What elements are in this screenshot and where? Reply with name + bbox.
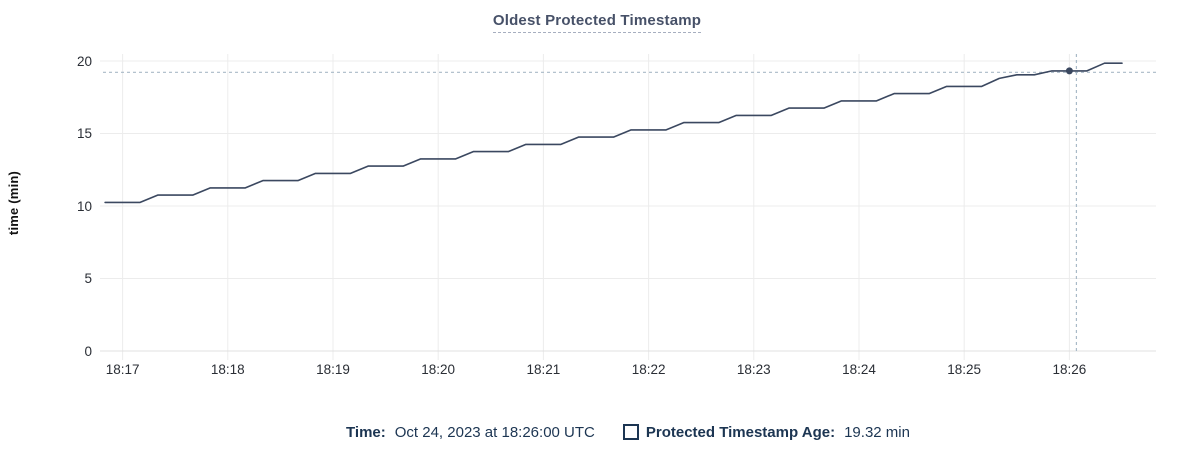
x-tick-label: 18:26	[1052, 362, 1087, 377]
x-tick-label: 18:19	[316, 362, 350, 377]
y-tick-label: 10	[76, 198, 92, 214]
legend-time-label: Time:	[346, 423, 386, 441]
series-line	[104, 62, 1123, 204]
y-tick-label: 5	[84, 271, 92, 286]
legend-series-value: 19.32 min	[844, 423, 910, 441]
x-tick-label: 18:17	[105, 362, 140, 377]
x-tick-label: 18:21	[526, 362, 561, 377]
y-tick-label: 15	[76, 126, 92, 141]
x-tick-label: 18:23	[736, 362, 771, 377]
chart-title-row: Oldest Protected Timestamp	[0, 12, 1194, 33]
x-tick-label: 18:18	[210, 362, 245, 377]
chart-legend: Time: Oct 24, 2023 at 18:26:00 UTC Prote…	[100, 420, 1156, 444]
x-tick-label: 18:25	[947, 362, 982, 377]
y-tick-label: 0	[84, 343, 92, 359]
x-tick-label: 18:24	[842, 362, 876, 377]
chart-title[interactable]: Oldest Protected Timestamp	[492, 12, 702, 33]
legend-series-label: Protected Timestamp Age:	[645, 423, 836, 441]
series-toggle-checkbox[interactable]	[622, 424, 639, 440]
hover-point-dot	[1065, 67, 1073, 75]
x-tick-label: 18:22	[631, 362, 666, 377]
x-tick-label: 18:20	[421, 362, 456, 377]
y-tick-label: 20	[76, 53, 92, 69]
chart-plot-area[interactable]	[0, 0, 1194, 412]
legend-time-value: Oct 24, 2023 at 18:26:00 UTC	[394, 423, 595, 441]
